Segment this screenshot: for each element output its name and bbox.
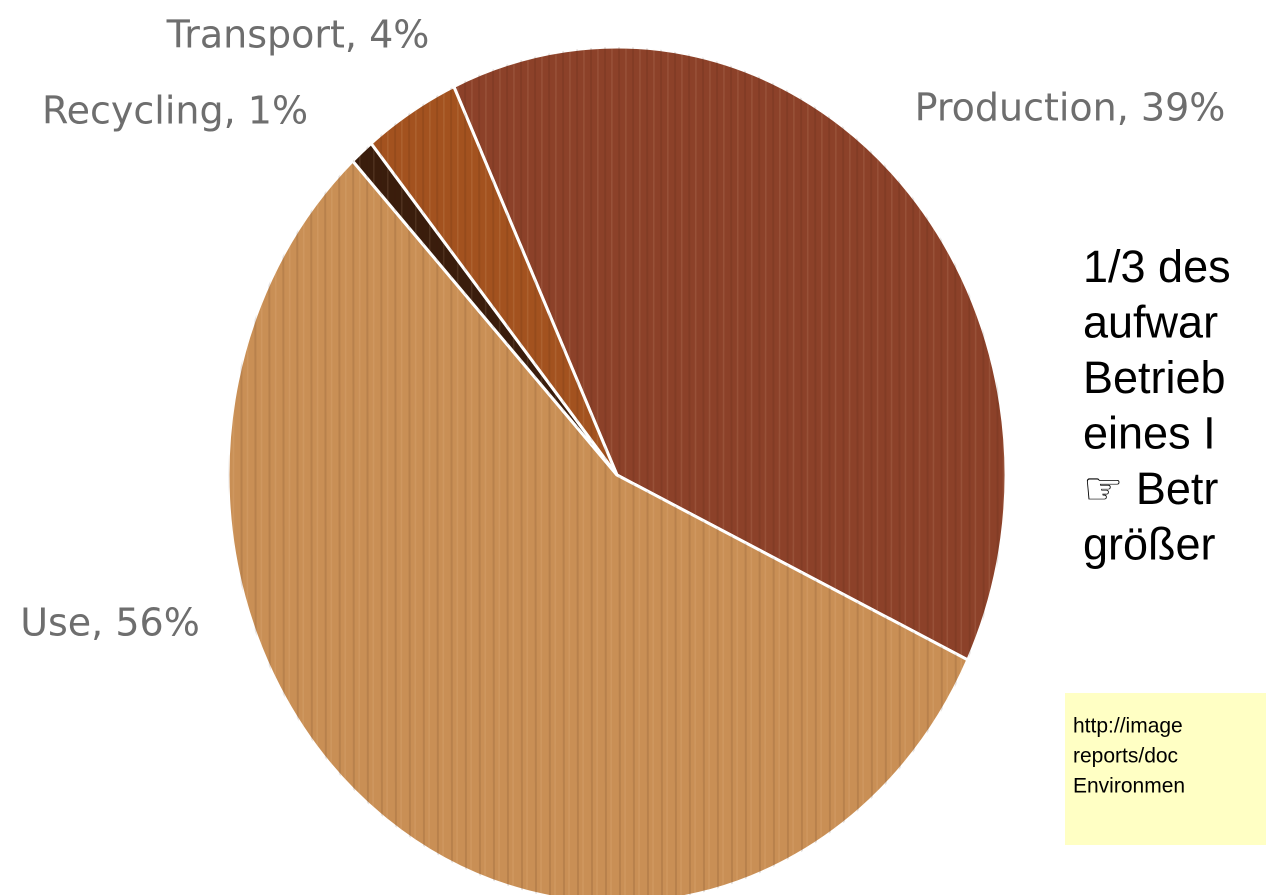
source-line: reports/doc (1073, 745, 1178, 768)
source-line: Environmen (1073, 775, 1185, 798)
slice-texture (453, 47, 1007, 660)
slice-label: Transport, 4% (166, 13, 430, 57)
annotation-line: ☞ Betr (1083, 463, 1218, 514)
annotation-line: eines I (1083, 407, 1216, 458)
source-line: http://image (1073, 715, 1183, 738)
slice-texture (352, 143, 617, 475)
slice-label: Production, 39% (915, 86, 1226, 130)
annotation-line: 1/3 des (1083, 241, 1231, 292)
annotation-line: größer (1083, 518, 1216, 569)
slice-texture (228, 160, 968, 895)
slice-label: Use, 56% (20, 601, 200, 645)
slice-label: Recycling, 1% (42, 89, 308, 133)
slice-texture (371, 86, 617, 476)
annotation-line: Betrieb (1083, 352, 1226, 403)
annotation-line: aufwar (1083, 296, 1218, 347)
pie (226, 45, 1008, 895)
source-box (1065, 693, 1266, 845)
